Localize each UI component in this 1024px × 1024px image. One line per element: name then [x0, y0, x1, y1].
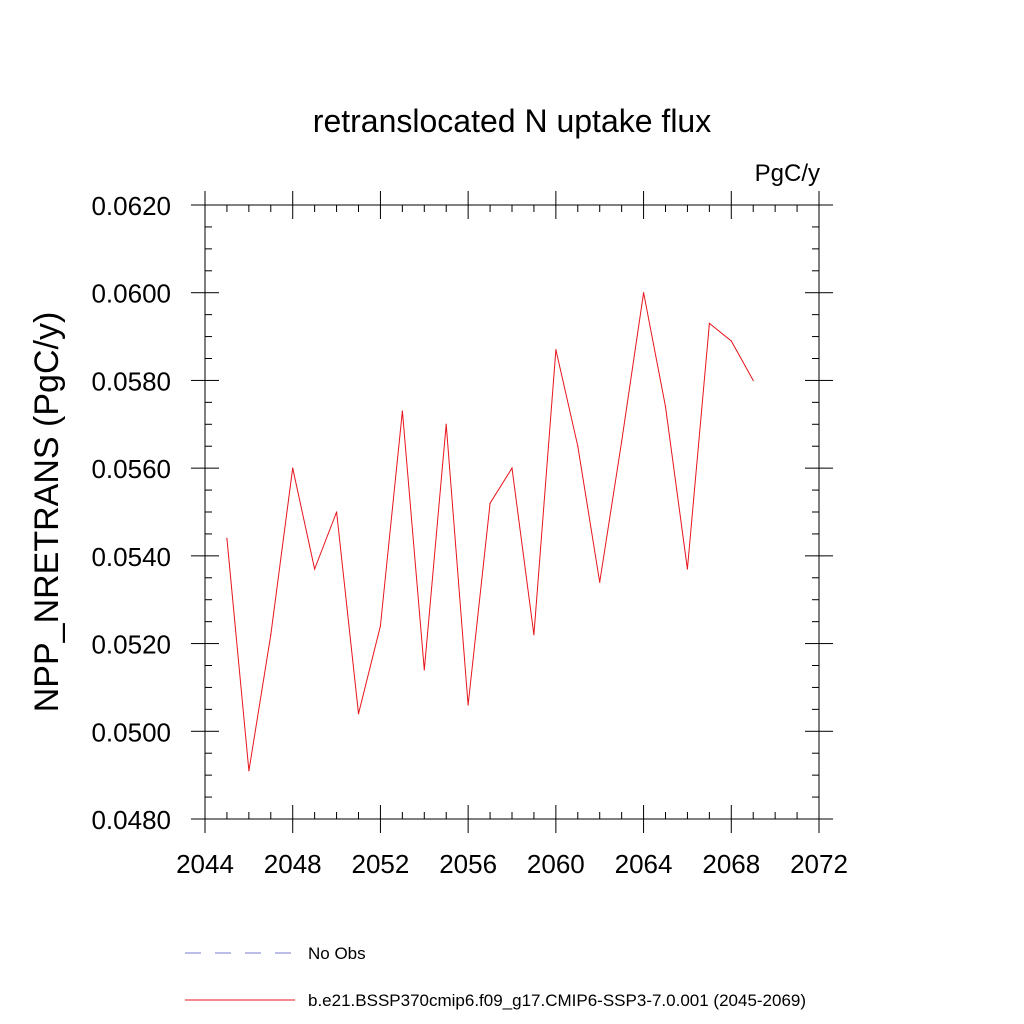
x-tick-label: 2064 — [615, 849, 673, 879]
data-point — [511, 467, 513, 469]
legend-label-model: b.e21.BSSP370cmip6.f09_g17.CMIP6-SSP3-7.… — [308, 991, 806, 1010]
y-tick-label: 0.0520 — [91, 630, 171, 660]
axis-ticks — [191, 191, 833, 833]
data-point — [664, 406, 667, 408]
data-point — [357, 713, 360, 715]
data-point — [489, 502, 491, 504]
data-point — [401, 410, 403, 412]
plot-frame — [204, 204, 820, 820]
y-axis-label: NPP_NRETRANS (PgC/y) — [28, 312, 66, 713]
data-point — [708, 322, 710, 325]
data-point — [270, 634, 272, 636]
series-lines — [226, 292, 754, 772]
data-point — [752, 379, 754, 382]
data-point — [555, 349, 557, 351]
data-point — [533, 634, 535, 636]
series-line-1 — [226, 292, 754, 771]
y-tick-label: 0.0620 — [91, 191, 171, 221]
data-point — [445, 423, 447, 425]
y-tick-label: 0.0480 — [91, 805, 171, 835]
x-tick-label: 2048 — [264, 849, 322, 879]
data-point — [314, 568, 316, 570]
y-tick-label: 0.0580 — [91, 366, 171, 396]
data-point — [379, 625, 382, 627]
data-point — [621, 441, 623, 443]
legend: No Obs b.e21.BSSP370cmip6.f09_g17.CMIP6-… — [185, 944, 806, 1010]
legend-label-no-obs: No Obs — [308, 944, 366, 963]
data-point — [467, 704, 469, 706]
data-point — [248, 770, 250, 772]
units-label: PgC/y — [755, 160, 820, 187]
x-tick-label: 2072 — [790, 849, 848, 879]
data-point — [599, 581, 601, 583]
x-tick-label: 2068 — [702, 849, 760, 879]
data-point — [642, 292, 645, 294]
data-point — [577, 445, 579, 447]
x-tick-label: 2044 — [176, 849, 234, 879]
chart-title: retranslocated N uptake flux — [313, 103, 711, 139]
y-tick-label: 0.0560 — [91, 454, 171, 484]
y-tick-label: 0.0540 — [91, 542, 171, 572]
data-point — [730, 340, 732, 342]
data-point — [423, 669, 425, 671]
x-tick-label: 2056 — [439, 849, 497, 879]
y-tick-label: 0.0500 — [91, 717, 171, 747]
x-tick-label: 2052 — [352, 849, 410, 879]
y-tick-label: 0.0600 — [91, 279, 171, 309]
x-tick-label: 2060 — [527, 849, 585, 879]
data-point — [335, 511, 338, 513]
data-point — [686, 568, 689, 570]
data-point — [226, 537, 228, 539]
y-tick-labels: 0.0480 0.0500 0.0520 0.0540 0.0560 0.0580 0.06… — [91, 191, 171, 835]
x-tick-labels: 2044 2048 2052 2056 2060 2064 2068 2072 — [176, 849, 848, 879]
data-point — [292, 467, 294, 469]
